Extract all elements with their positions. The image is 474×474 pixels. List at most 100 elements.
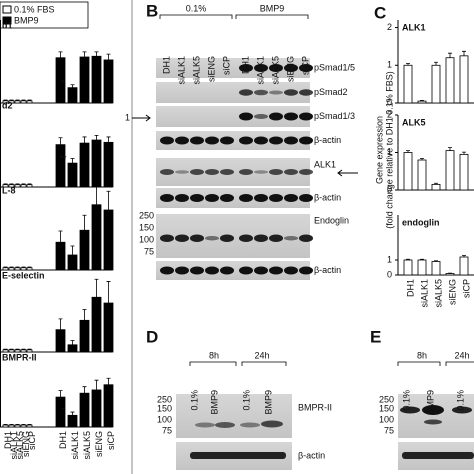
- band: [284, 194, 298, 202]
- marker-label: 100: [139, 234, 154, 244]
- chart-title: E-selectin: [2, 270, 45, 280]
- error-bar: [3, 99, 8, 101]
- blot-group: pSmad1/5 pSmad2 pSmad1/3 β-actin ALK1 β-actin…: [139, 58, 355, 280]
- bar: [14, 184, 21, 188]
- band: [239, 266, 253, 275]
- bar: [431, 183, 441, 191]
- blot-label: Endoglin: [314, 215, 349, 225]
- bar: [26, 184, 33, 188]
- error-bar: [94, 185, 99, 205]
- bar: [103, 209, 114, 271]
- marker-label: 250: [379, 394, 394, 404]
- bar: [20, 424, 27, 428]
- lane-label: 0.1%: [241, 390, 251, 411]
- error-bar: [94, 51, 99, 57]
- blot: [156, 106, 310, 127]
- arrow: [337, 169, 358, 177]
- bar: [417, 100, 427, 104]
- bar: [417, 259, 427, 276]
- error-bar: [15, 348, 20, 350]
- panel-label: C: [374, 3, 386, 22]
- bar: [459, 153, 469, 191]
- x-tick-label: siALK1: [70, 431, 80, 460]
- error-bar: [9, 99, 14, 101]
- error-bar: [434, 182, 438, 185]
- group-label: BMP9: [260, 3, 285, 13]
- bar: [91, 55, 102, 104]
- lane-label: BMP9: [209, 390, 219, 415]
- bar: [431, 64, 441, 104]
- marker-label: 75: [162, 425, 172, 435]
- error-bar: [27, 424, 32, 426]
- error-bar: [15, 266, 20, 268]
- error-bar: [21, 424, 26, 426]
- band: [299, 169, 313, 175]
- bar: [79, 392, 90, 428]
- y-tick-label: 1: [387, 60, 392, 70]
- bar: [445, 57, 455, 104]
- band: [190, 266, 204, 275]
- error-bar: [21, 183, 26, 185]
- time-label: 8h: [209, 350, 219, 360]
- marker-label: 75: [384, 425, 394, 435]
- lane-label: siALK1: [176, 56, 186, 85]
- bar: [403, 64, 413, 104]
- annotation: *: [61, 78, 65, 88]
- band: [175, 234, 189, 242]
- x-tick-label: siALK5: [82, 431, 92, 460]
- blot-label: pSmad1/3: [314, 111, 355, 121]
- bar: [459, 55, 469, 104]
- marker-label: 100: [379, 414, 394, 424]
- bar: [79, 56, 90, 104]
- blot-label: β-actin: [298, 450, 325, 460]
- x-tick-label: siCP: [106, 431, 116, 450]
- error-bar: [462, 151, 466, 155]
- error-bar: [58, 230, 63, 243]
- band: [175, 170, 189, 174]
- blot-label: ALK1: [314, 159, 336, 169]
- x-tick-label: siALK1: [419, 279, 429, 308]
- chart-title: ALK5: [402, 117, 426, 127]
- lane-label: 0.1%: [455, 390, 465, 411]
- error-bar: [27, 348, 32, 350]
- bar: [8, 424, 15, 428]
- error-bar: [106, 281, 111, 304]
- band: [254, 64, 268, 72]
- error-bar: [3, 266, 8, 268]
- y-tick-label: 0: [387, 269, 392, 279]
- band: [269, 234, 283, 242]
- lane-label: siALK1: [255, 56, 265, 85]
- bar: [26, 100, 33, 104]
- bar: [14, 100, 21, 104]
- band: [220, 266, 234, 275]
- blot-label: pSmad2: [314, 87, 348, 97]
- band: [205, 235, 219, 241]
- x-tick-label: siALK5: [15, 431, 25, 460]
- band: [220, 234, 234, 242]
- band: [269, 194, 283, 202]
- error-bar: [82, 51, 87, 58]
- error-bar: [21, 266, 26, 268]
- bar: [67, 414, 78, 428]
- bar: [2, 424, 9, 428]
- x-tick-label: DH1: [58, 431, 68, 449]
- time-label: 8h: [417, 350, 427, 360]
- marker-label: 100: [157, 414, 172, 424]
- legend-label: 0.1% FBS: [14, 4, 55, 14]
- bracket: [189, 361, 287, 366]
- legend-swatch: [2, 16, 12, 25]
- bracket: [397, 361, 474, 366]
- error-bar: [15, 424, 20, 426]
- annotation: **: [59, 154, 67, 164]
- band: [175, 194, 189, 202]
- blot-label: BMPR-II: [298, 402, 332, 412]
- error-bar: [448, 147, 452, 151]
- time-label: 24h: [454, 350, 469, 360]
- error-bar: [406, 150, 410, 153]
- lane-label: 0.1%: [189, 390, 199, 411]
- error-bar: [9, 183, 14, 185]
- x-tick-label: siENG: [21, 431, 31, 457]
- blot-label: β-actin: [314, 265, 341, 275]
- band: [239, 64, 253, 72]
- band: [299, 64, 313, 72]
